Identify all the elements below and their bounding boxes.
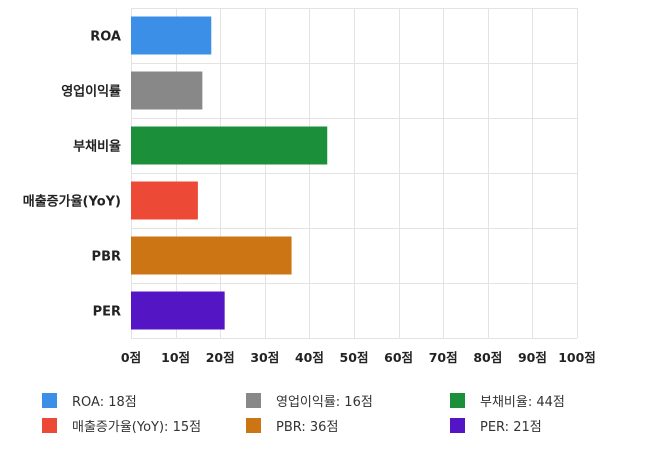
x-tick-label: 80점 — [473, 350, 502, 365]
bar — [131, 236, 292, 275]
x-tick-label: 60점 — [384, 350, 413, 365]
category-label: 매출증가율(YoY) — [23, 194, 121, 210]
category-label: PBR — [92, 250, 121, 265]
legend-swatch — [42, 393, 57, 408]
x-tick-label: 90점 — [518, 350, 547, 365]
x-tick-label: 100점 — [558, 350, 596, 365]
category-label: PER — [93, 305, 121, 320]
category-label: 부채비율 — [73, 139, 121, 155]
x-tick-label: 70점 — [429, 350, 458, 365]
legend-item-label: PER: 21점 — [480, 420, 542, 435]
legend-swatch — [450, 418, 465, 433]
legend-swatch — [246, 418, 261, 433]
legend-swatch — [450, 393, 465, 408]
x-tick-label: 40점 — [295, 350, 324, 365]
category-label: 영업이익률 — [61, 84, 121, 100]
legend-item-label: 부채비율: 44점 — [480, 395, 565, 410]
x-tick-label: 10점 — [161, 350, 190, 365]
bar — [131, 16, 212, 55]
x-tick-labels: 0점 10점 20점 30점 40점 50점 60점 70점 80점 90점 100점 — [121, 350, 596, 365]
bar — [131, 126, 328, 165]
x-tick-label: 30점 — [250, 350, 279, 365]
bar — [131, 71, 203, 110]
category-label: ROA — [90, 30, 121, 45]
x-tick-label: 20점 — [206, 350, 235, 365]
legend-item-label: 영업이익률: 16점 — [276, 395, 373, 410]
legend-swatch — [246, 393, 261, 408]
bar — [131, 291, 225, 330]
bar — [131, 181, 198, 220]
x-tick-label: 50점 — [340, 350, 369, 365]
legend-item-label: PBR: 36점 — [276, 420, 338, 435]
legend-item-label: 매출증가율(YoY): 15점 — [72, 420, 201, 435]
grid — [131, 8, 578, 339]
legend-item-label: ROA: 18점 — [72, 395, 137, 410]
x-tick-label: 0점 — [121, 350, 141, 365]
bars — [131, 16, 328, 330]
legend-swatch — [42, 418, 57, 433]
